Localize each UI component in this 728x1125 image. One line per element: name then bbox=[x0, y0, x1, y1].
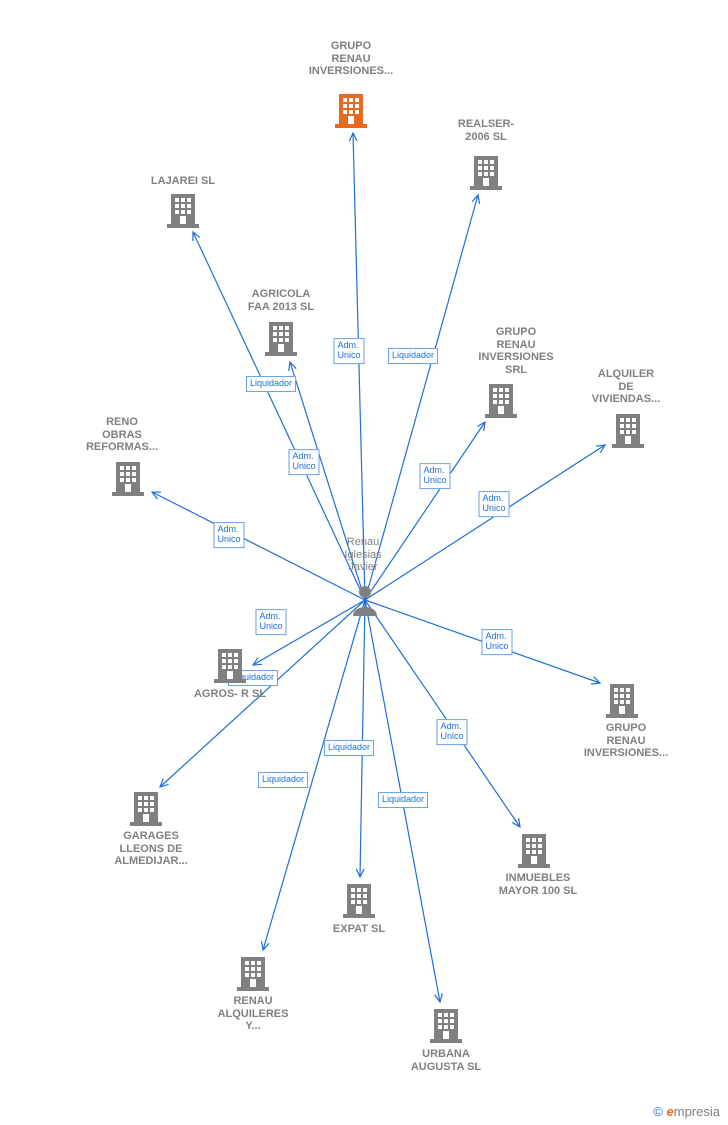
edge-line bbox=[360, 600, 365, 877]
edge-line bbox=[365, 195, 478, 600]
building-icon[interactable] bbox=[343, 882, 375, 918]
edge-line bbox=[193, 232, 365, 600]
building-icon[interactable] bbox=[130, 790, 162, 826]
building-icon[interactable] bbox=[612, 412, 644, 448]
edge-line bbox=[365, 600, 440, 1002]
building-icon[interactable] bbox=[265, 320, 297, 356]
brand-letter: e bbox=[667, 1104, 674, 1119]
building-icon[interactable] bbox=[518, 832, 550, 868]
building-icon[interactable] bbox=[335, 92, 367, 128]
building-icon[interactable] bbox=[606, 682, 638, 718]
building-icon[interactable] bbox=[167, 192, 199, 228]
edge-line bbox=[365, 600, 520, 827]
building-icon[interactable] bbox=[112, 460, 144, 496]
person-icon[interactable] bbox=[351, 584, 379, 616]
brand-rest: mpresia bbox=[674, 1104, 720, 1119]
edges-layer bbox=[0, 0, 728, 1125]
edge-line bbox=[365, 445, 605, 600]
arrow-head bbox=[253, 658, 262, 665]
building-icon[interactable] bbox=[237, 955, 269, 991]
edge-line bbox=[253, 600, 365, 665]
edge-line bbox=[365, 422, 485, 600]
building-icon[interactable] bbox=[470, 154, 502, 190]
arrow-head bbox=[596, 445, 605, 453]
arrow-head bbox=[512, 818, 520, 827]
edge-line bbox=[290, 362, 365, 600]
arrow-head bbox=[477, 422, 485, 431]
edge-line bbox=[353, 133, 365, 600]
building-icon[interactable] bbox=[430, 1007, 462, 1043]
edge-line bbox=[152, 492, 365, 600]
edge-line bbox=[365, 600, 600, 683]
building-icon[interactable] bbox=[485, 382, 517, 418]
building-icon[interactable] bbox=[214, 647, 246, 683]
copyright-symbol: © bbox=[653, 1104, 663, 1119]
footer: © empresia bbox=[653, 1104, 720, 1119]
edge-line bbox=[160, 600, 365, 787]
